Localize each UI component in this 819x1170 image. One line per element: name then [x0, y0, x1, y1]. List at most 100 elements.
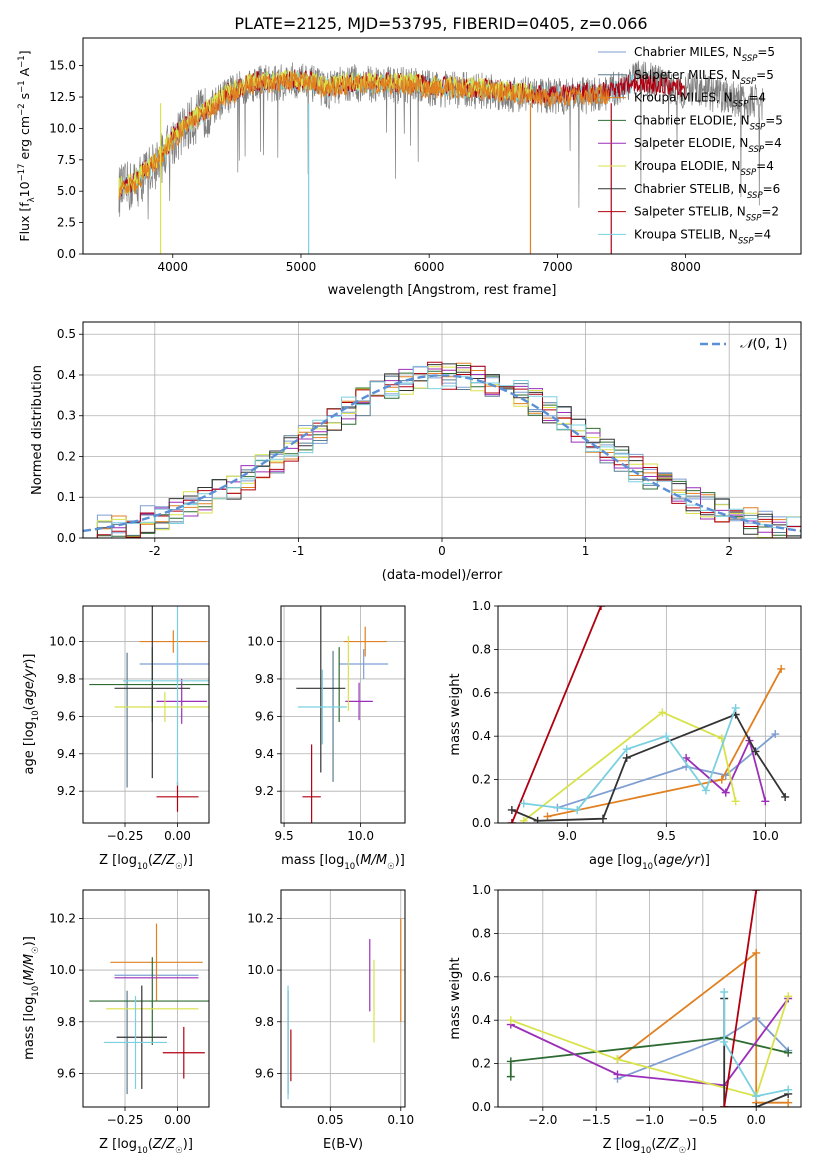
age_vs_Z-marks [89, 606, 209, 812]
x-tick-label: 9.5 [275, 829, 294, 843]
weight-marker [682, 753, 691, 762]
weight-marker [533, 816, 542, 823]
x-tick-label: 0.00 [164, 1113, 191, 1127]
mass_vs_EBV-axes: 0.05 0.10 9.6 9.8 10.0 10.2 E(B-V) [247, 889, 414, 1152]
residual_histogram-marks [83, 361, 801, 538]
y-tick-label: 10.0 [49, 963, 76, 977]
weight-marker [784, 1048, 793, 1057]
weight-marker [506, 1016, 515, 1025]
weight-marker [752, 948, 761, 957]
weight-marker [731, 797, 740, 806]
x-tick-label: 1 [582, 544, 590, 558]
errorbar-salpeter-stelib [302, 744, 321, 823]
legend-entry: Kroupa MILES, NSSP=4 [634, 91, 766, 110]
y-tick-label: 9.4 [255, 747, 274, 761]
y-tick-label: 2.5 [57, 216, 76, 230]
y-tick-label: 0.5 [57, 327, 76, 341]
y-tick-label: 0.8 [472, 642, 491, 656]
y-tick-label: 1.0 [472, 599, 491, 613]
mass_weight_vs_age-marks [507, 606, 790, 823]
histogram-step-kroupa-stelib [83, 365, 801, 538]
x-tick-label: 0 [438, 544, 446, 558]
y-tick-label: 10.0 [247, 635, 274, 649]
axes-frame [82, 605, 210, 824]
weight-marker [751, 747, 760, 756]
weight-marker [761, 797, 770, 806]
x-tick-label: −0.25 [107, 829, 144, 843]
x-axis-label: mass [log10(M/M☉)] [281, 853, 405, 872]
legend-entry: Kroupa ELODIE, NSSP=4 [634, 159, 774, 178]
y-tick-label: 10.0 [49, 121, 76, 135]
y-tick-label: 9.2 [255, 784, 274, 798]
y-tick-label: 0.6 [472, 686, 491, 700]
weight-marker [622, 745, 631, 754]
weight-line-kroupa-elodie [510, 996, 790, 1098]
y-axis-label: age [log10(age/yr)] [22, 654, 41, 775]
weight-marker [752, 1092, 761, 1101]
mass_weight_vs_Z-marks [506, 890, 793, 1107]
axes-frame [280, 889, 406, 1108]
y-tick-label: 10.0 [247, 963, 274, 977]
y-tick-label: 0.2 [472, 1057, 491, 1071]
weight-marker [720, 1037, 729, 1046]
y-axis-label: Normed distribution [30, 365, 45, 495]
weight-line-salpeter-stelib [723, 890, 758, 1107]
errorbar-kroupa-miles [139, 630, 207, 653]
errorbar-salpeter-stelib [156, 781, 199, 812]
legend-entry: Chabrier STELIB, NSSP=6 [634, 182, 780, 201]
weight-marker [784, 1098, 793, 1107]
x-tick-label: 10.0 [752, 829, 779, 843]
mass_weight_vs_age-axes: 9.0 9.5 10.0 0.0 0.2 0.4 0.6 0.8 1.0 age [log10(a… [448, 599, 802, 872]
x-tick-label: −0.25 [107, 1113, 144, 1127]
y-tick-label: 9.6 [57, 709, 76, 723]
errorbar-kroupa-elodie [114, 692, 209, 722]
y-tick-label: 9.6 [57, 1066, 76, 1080]
legend-entry: Chabrier MILES, NSSP=5 [634, 45, 775, 64]
errorbar-kroupa-stelib [297, 669, 347, 745]
weight-marker [721, 788, 730, 797]
y-tick-label: 9.6 [255, 1066, 274, 1080]
errorbar-kroupa-stelib [122, 606, 209, 786]
y-tick-label: 12.5 [49, 90, 76, 104]
x-axis-label: Z [log10(Z/Z☉)] [99, 1137, 193, 1156]
model-spectrum-line [118, 69, 532, 197]
errorbar-salpeter-stelib [162, 1026, 205, 1079]
x-tick-label: -1 [292, 544, 304, 558]
errorbar-kroupa-stelib [104, 995, 167, 1089]
x-axis-label: Z [log10(Z/Z☉)] [99, 853, 193, 872]
weight-marker [717, 775, 726, 784]
mass_vs_EBV-marks [287, 918, 402, 1100]
y-tick-label: 9.6 [255, 709, 274, 723]
x-tick-label: −1.0 [635, 1113, 664, 1127]
y-tick-label: 0.0 [57, 247, 76, 261]
weight-marker [701, 786, 710, 795]
y-tick-label: 0.4 [57, 368, 76, 382]
spectrum-axes: 4000 5000 6000 7000 8000 0.0 2.5 5.0 7.5 10.0 12.5… [17, 37, 802, 298]
y-tick-label: 10.2 [49, 911, 76, 925]
y-tick-label: 7.5 [57, 153, 76, 167]
x-tick-label: 10.0 [347, 829, 374, 843]
axes-frame [82, 37, 802, 255]
weight-line-salpeter-elodie [510, 997, 789, 1087]
normal-reference-curve [83, 374, 801, 533]
x-axis-label: E(B-V) [323, 1137, 363, 1152]
y-tick-label: 9.8 [57, 672, 76, 686]
weight-marker [507, 805, 516, 814]
weight-line-kroupa-miles [616, 951, 789, 1104]
age_vs_Z-axes: −0.25 0.00 9.2 9.4 9.6 9.8 10.0 Z [log10(Z/Z☉)]… [22, 605, 210, 872]
weight-marker [658, 708, 667, 717]
y-axis-label: mass weight [448, 673, 463, 755]
weight-marker [519, 816, 528, 823]
errorbar-chabrier-miles [339, 649, 389, 679]
x-tick-label: 9.0 [558, 829, 577, 843]
y-tick-label: 9.8 [255, 672, 274, 686]
mass_vs_Z-axes: −0.25 0.00 9.6 9.8 10.0 10.2 Z [log10(Z/Z☉)] ma… [22, 889, 210, 1156]
y-tick-label: 0.1 [57, 490, 76, 504]
y-tick-label: 9.8 [57, 1015, 76, 1029]
mass_weight_vs_Z-axes: −2.0 −1.5 −1.0 −0.5 0.0 0.0 0.2 0.4 0.6 0.8 1.0 Z [… [448, 883, 802, 1156]
y-tick-label: 0.3 [57, 409, 76, 423]
errorbar-chabrier-stelib [296, 606, 346, 773]
legend-entry: Salpeter STELIB, NSSP=2 [634, 205, 779, 224]
weight-line-salpeter-elodie [685, 737, 767, 802]
y-tick-label: 5.0 [57, 184, 76, 198]
